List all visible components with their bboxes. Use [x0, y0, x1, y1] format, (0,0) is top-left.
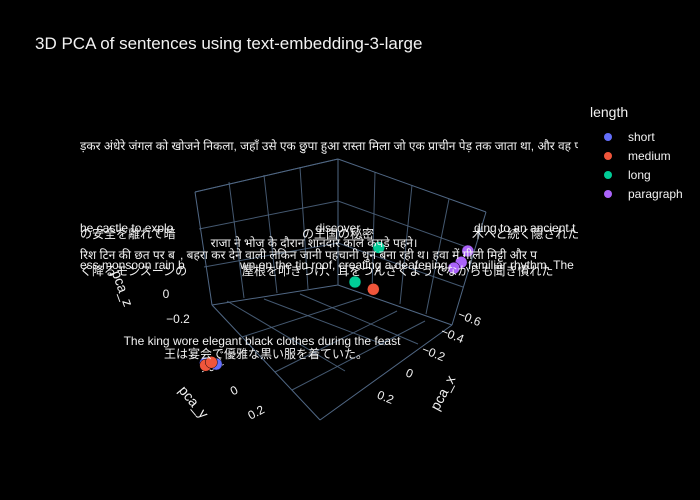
- point-annotation: राजा ने भोज के दौरान शानदार काले कपड़े प…: [211, 236, 418, 250]
- frame-edge: [194, 191, 213, 306]
- back-gridline: [198, 200, 339, 230]
- point-long: [372, 241, 386, 254]
- frame-edge: [211, 304, 321, 421]
- point-annotation: ding to an ancient t: [474, 221, 576, 235]
- point-annotation: ड़कर अंधेरे जंगल को खोजने निकला, जहाँ उस…: [79, 139, 581, 154]
- floor-gridline: [291, 320, 426, 391]
- legend-item-paragraph[interactable]: paragraph: [590, 184, 683, 203]
- point-annotation: The king wore elegant black clothes duri…: [124, 334, 401, 348]
- floor-gridline: [263, 298, 386, 346]
- data-points[interactable]: [199, 241, 475, 372]
- tick-label-y: 0.2: [245, 402, 267, 422]
- floor-gridline: [274, 310, 398, 373]
- point-medium: [205, 356, 218, 369]
- back-gridline: [425, 198, 450, 315]
- chart-title: 3D PCA of sentences using text-embedding…: [35, 34, 423, 53]
- point-annotation: の王国の秘密: [302, 226, 374, 241]
- point-annotation: 屋根を叩きつけ、耳をつんざくようでなからも聞き慣れた: [242, 263, 553, 278]
- back-gridline: [337, 242, 464, 288]
- axis-title-y: pca_y: [176, 382, 212, 421]
- back-gridline: [299, 166, 309, 290]
- back-gridline: [337, 200, 476, 251]
- tick-label-x: −0.2: [420, 342, 448, 364]
- tick-label-x: −0.4: [439, 324, 467, 346]
- frame-edge: [337, 284, 453, 326]
- legend-title: length: [590, 104, 629, 120]
- point-annotations: ड़कर अंधेरे जंगल को खोजने निकला, जहाँ उस…: [79, 139, 581, 361]
- legend-item-medium[interactable]: medium: [590, 146, 683, 165]
- floor-gridline: [226, 300, 346, 372]
- back-gridline: [399, 184, 413, 305]
- point-annotation: , बहरा कर देने वाली लेकिन जानी पहचानी धु…: [180, 248, 537, 263]
- point-annotation: familiar rhythm. The: [468, 258, 574, 272]
- legend-item-long[interactable]: long: [590, 165, 683, 184]
- legend-marker: [604, 132, 612, 141]
- point-long: [348, 275, 362, 289]
- legend-label: short: [628, 129, 655, 144]
- tick-label-z: −0.2: [166, 312, 190, 326]
- tick-label-x: 0: [404, 366, 416, 382]
- back-gridline: [194, 158, 339, 193]
- legend-label: paragraph: [628, 186, 683, 201]
- point-medium: [367, 283, 380, 296]
- back-gridline: [371, 171, 376, 295]
- frame-edge: [319, 324, 453, 421]
- legend-marker: [604, 170, 612, 179]
- floor-gridline: [299, 293, 419, 345]
- legend-item-short[interactable]: short: [590, 127, 683, 146]
- legend-marker: [604, 151, 612, 160]
- legend-label: medium: [628, 148, 671, 163]
- tick-label-x: 0.2: [375, 388, 396, 407]
- point-annotation: discover: [316, 221, 361, 235]
- back-gridline: [228, 181, 245, 299]
- floor-gridline: [241, 297, 363, 338]
- point-annotation: 王は宴会で優雅な黒い服を着ていた。: [164, 346, 368, 361]
- legend: length short medium long paragraph: [590, 104, 683, 203]
- tick-label-y: 0: [228, 383, 241, 399]
- point-paragraph: [461, 244, 475, 258]
- axis-title-x: pca_x: [427, 372, 459, 412]
- frame-edge: [211, 284, 339, 306]
- tick-label-x: −0.6: [456, 307, 484, 329]
- tick-label-z: 0: [163, 287, 170, 301]
- back-gridline: [263, 174, 278, 294]
- grid-lines: [194, 158, 487, 421]
- point-annotation: 木へと続く隠された: [472, 227, 579, 241]
- point-annotation: ess monsoon rain b: [80, 258, 185, 272]
- frame-edge: [451, 211, 487, 326]
- point-paragraph: [447, 261, 461, 275]
- point-annotation: の安全を離れて暗: [80, 226, 176, 241]
- back-gridline: [203, 242, 339, 268]
- legend-marker: [604, 189, 612, 198]
- legend-label: long: [628, 167, 651, 182]
- point-annotation: रिश टिन की छत पर ब: [80, 248, 176, 262]
- point-annotation: he castle to explo: [80, 221, 174, 235]
- point-annotation: く降るモンスーンの: [80, 264, 187, 278]
- point-annotation: wn on the tin roof, creating a deafening: [239, 258, 447, 272]
